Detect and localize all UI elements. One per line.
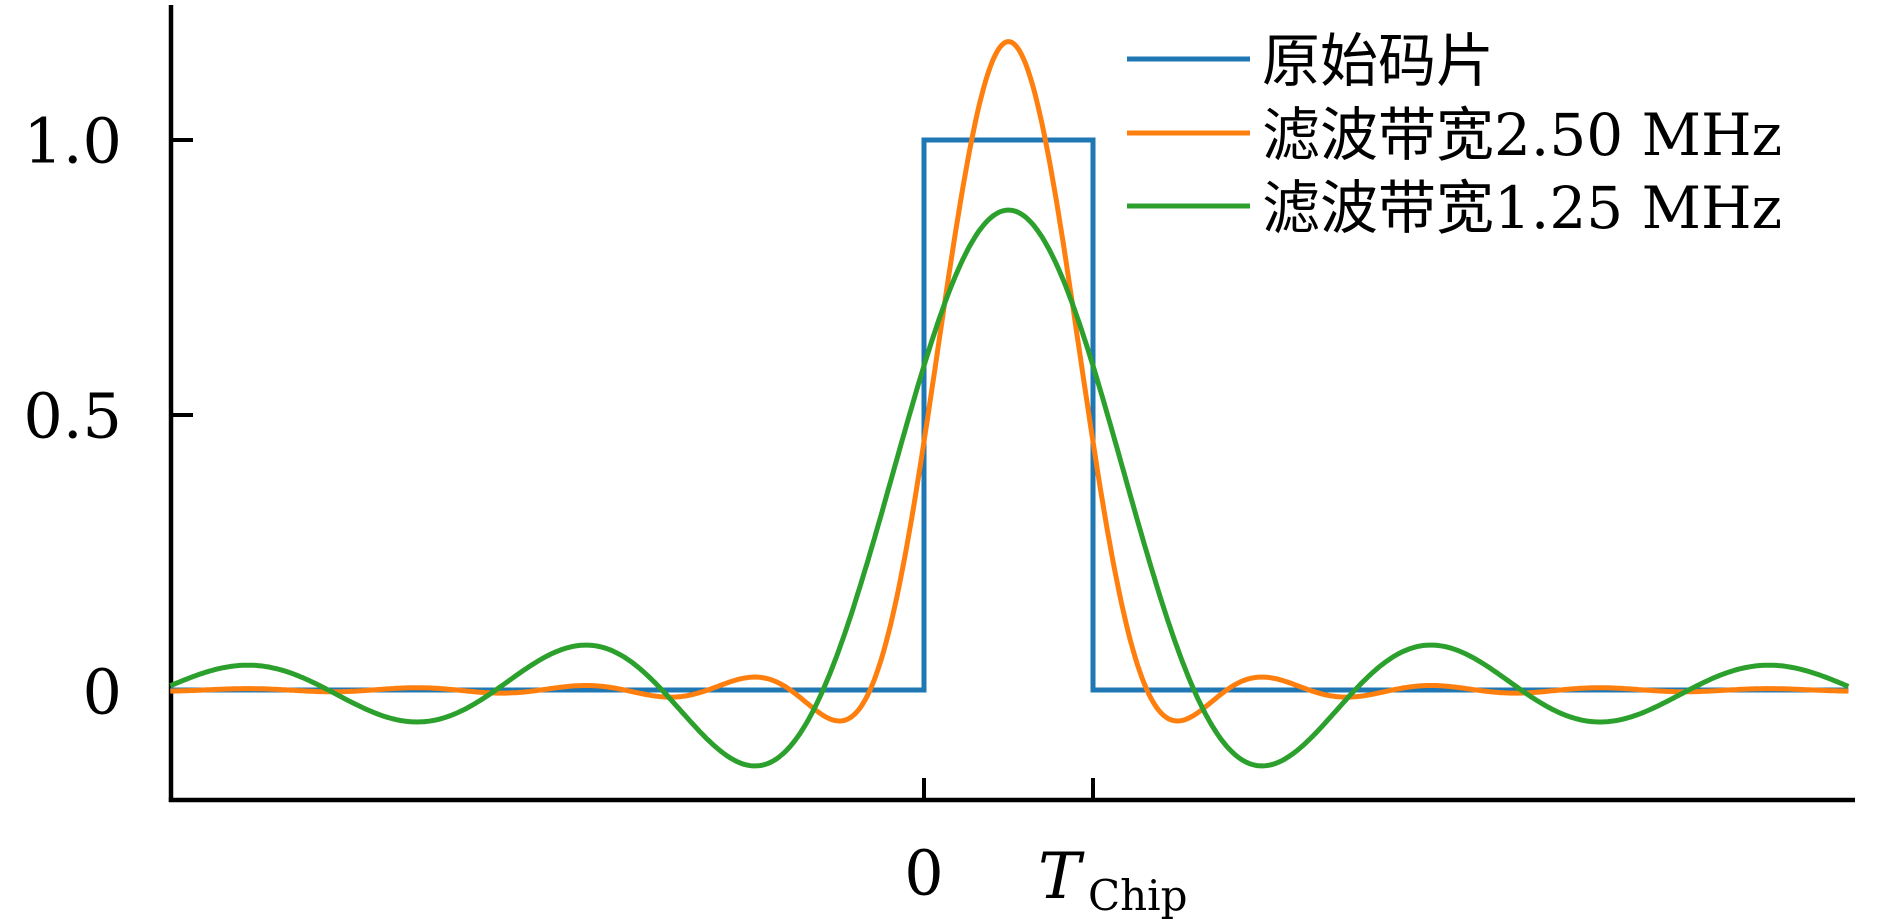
x-tick-label-tchip: T Chip (1038, 840, 1188, 920)
curve-original-chip (170, 137, 1849, 693)
legend: 原始码片 滤波带宽2.50 MHz 滤波带宽1.25 MHz (1127, 27, 1782, 242)
plot-curves (169, 39, 1850, 769)
x-tick-label-tchip-main: T (1038, 840, 1085, 914)
y-tick-label-0: 0 (83, 656, 122, 729)
x-tick-label-0: 0 (904, 837, 943, 910)
y-tick-label-1-0: 1.0 (23, 105, 122, 178)
legend-item-filter-2-50-mhz: 滤波带宽2.50 MHz (1127, 101, 1782, 169)
legend-item-filter-1-25-mhz: 滤波带宽1.25 MHz (1127, 174, 1782, 242)
curve-filtered-bw-1p25mhz (169, 207, 1850, 769)
legend-label-filter-1-25-mhz: 滤波带宽1.25 MHz (1262, 174, 1782, 242)
legend-label-filter-2-50-mhz: 滤波带宽2.50 MHz (1262, 101, 1782, 169)
axes: 1.0 0.5 0 0 T Chip (23, 5, 1855, 920)
y-tick-label-0-5: 0.5 (23, 380, 122, 453)
x-tick-label-tchip-sub: Chip (1088, 871, 1188, 920)
curve-filtered-bw-2p50mhz (170, 39, 1849, 724)
legend-item-original-chip: 原始码片 (1127, 27, 1494, 95)
legend-label-original-chip: 原始码片 (1262, 27, 1494, 95)
